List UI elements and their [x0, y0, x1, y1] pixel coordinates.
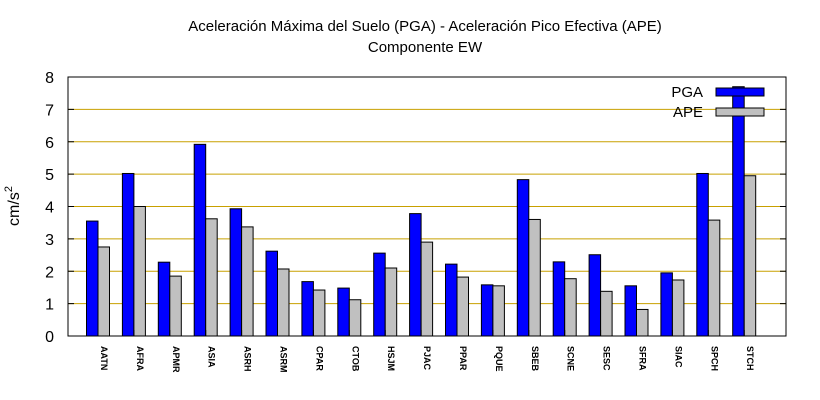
bar-pga: [229, 208, 243, 337]
legend-swatch-ape: [715, 107, 765, 117]
bar-ape: [600, 290, 613, 337]
bar-ape: [564, 278, 577, 337]
x-tick-label: SPCH: [709, 346, 719, 371]
bar-pga: [732, 86, 745, 337]
x-tick-label: PJAC: [422, 346, 432, 371]
chart-title: Aceleración Máxima del Suelo (PGA) - Ace…: [188, 18, 662, 35]
bar-pga: [86, 220, 99, 337]
y-tick-label: 0: [45, 329, 54, 346]
x-tick-label: AFRA: [135, 346, 145, 371]
bar-ape: [241, 226, 254, 337]
x-tick-label: CPAR: [314, 346, 324, 371]
bar-ape: [169, 275, 182, 337]
bar-pga: [409, 213, 422, 337]
y-tick-label: 4: [45, 200, 54, 217]
x-tick-label: SBEB: [530, 346, 540, 372]
bar-pga: [301, 281, 314, 337]
bar-ape: [492, 285, 505, 337]
x-tick-label: SCNE: [566, 346, 576, 371]
y-tick-label: 6: [45, 135, 54, 152]
bar-pga: [373, 252, 386, 337]
bar-ape: [97, 246, 110, 337]
y-axis-label-group: cm/s2: [3, 186, 23, 226]
bar-ape: [671, 279, 685, 337]
bar-ape: [133, 206, 146, 337]
bar-ape: [456, 276, 469, 337]
bar-ape: [636, 308, 649, 337]
x-tick-label: SIAC: [673, 346, 683, 368]
bar-pga: [588, 254, 602, 337]
bar-pga: [624, 285, 637, 337]
bar-pga: [660, 272, 673, 337]
x-tick-label: STCH: [745, 346, 755, 371]
x-tick-label: PQUE: [494, 346, 504, 372]
bar-pga: [337, 287, 350, 337]
x-tick-label: ASIA: [207, 346, 217, 368]
y-tick-label: 1: [45, 297, 54, 314]
bar-pga: [696, 172, 709, 337]
bar-pga: [157, 261, 171, 337]
x-tick-label: AATN: [99, 346, 109, 370]
bar-ape: [707, 219, 721, 337]
y-axis-ticks: 0 1 2 3 4 5 6 7 8: [45, 70, 786, 346]
bar-ape: [277, 268, 290, 337]
bar-ape: [420, 241, 434, 337]
y-tick-label: 3: [45, 232, 54, 249]
x-tick-label: SFRA: [638, 346, 648, 371]
bar-ape: [384, 267, 398, 337]
legend: PGA APE: [671, 84, 765, 121]
bar-ape: [312, 289, 326, 337]
bar-ape: [743, 175, 757, 337]
bars: [86, 86, 757, 337]
y-tick-label: 7: [45, 102, 54, 119]
x-tick-label: ASRM: [279, 346, 289, 373]
bar-ape: [528, 218, 541, 337]
x-tick-label: PPAR: [458, 346, 468, 371]
bar-ape: [348, 299, 362, 337]
chart-subtitle: Componente EW: [368, 39, 483, 56]
x-tick-label: CTOB: [350, 346, 360, 372]
y-tick-label: 5: [45, 167, 54, 184]
bar-pga: [265, 250, 278, 337]
bar-pga: [516, 179, 530, 337]
bar-ape: [205, 218, 218, 337]
x-axis-ticks: AATN AFRA APMR ASIA ASRH ASRM CPAR CTOB HSJM PJAC…: [97, 330, 755, 373]
legend-label-pga: PGA: [671, 84, 703, 101]
bar-pga: [552, 261, 566, 337]
legend-label-ape: APE: [673, 104, 703, 121]
y-tick-label: 2: [45, 264, 54, 281]
x-tick-label: APMR: [171, 346, 181, 373]
x-tick-label: HSJM: [386, 346, 396, 371]
x-tick-label: ASRH: [243, 346, 253, 372]
bar-pga: [121, 172, 135, 337]
gridlines: [68, 108, 786, 305]
bar-pga: [480, 284, 494, 337]
legend-swatch-pga: [715, 87, 765, 97]
x-tick-label: SESC: [602, 346, 612, 371]
bar-pga: [445, 263, 458, 337]
y-axis-label: cm/s2: [3, 186, 23, 226]
bar-pga: [193, 143, 207, 337]
y-tick-label: 8: [45, 70, 54, 87]
